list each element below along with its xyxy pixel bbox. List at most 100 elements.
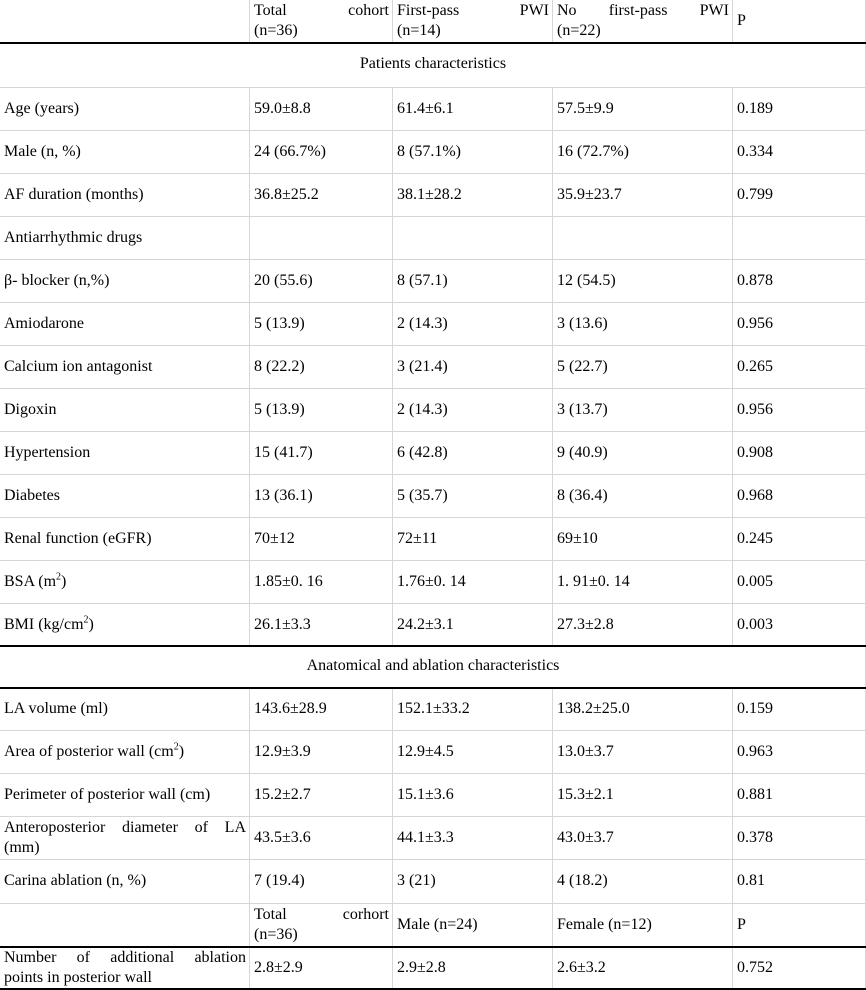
- label-text: ): [88, 616, 94, 633]
- label-text: Calcium ion antagonist: [4, 358, 153, 375]
- label-word: Number: [4, 949, 57, 966]
- cell-no-first-pass: 1. 91±0. 14: [557, 573, 630, 590]
- header-total-cohort-2: Total corhort (n=36): [250, 904, 392, 946]
- cell-no-first-pass: 69±10: [557, 530, 598, 547]
- col-divider: [732, 0, 733, 42]
- header-p: P: [737, 12, 746, 29]
- label-text: Area of posterior wall (cm: [4, 743, 174, 760]
- row-rule: [0, 859, 866, 860]
- row-label: Amiodarone: [0, 315, 249, 333]
- header-text: cohort: [348, 2, 389, 19]
- row-rule: [0, 302, 866, 303]
- table-row: Antiarrhythmic drugs: [0, 216, 866, 260]
- row-rule: [0, 130, 866, 131]
- col-divider: [392, 0, 393, 42]
- table-row: Age (years) 59.0±8.8 61.4±6.1 57.5±9.9 0.189: [0, 88, 866, 131]
- section-rule: [0, 687, 866, 689]
- header-text: PWI: [699, 2, 729, 19]
- table-row: Digoxin 5 (13.9) 2 (14.3) 3 (13.7) 0.956: [0, 388, 866, 432]
- row-label: BMI (kg/cm2): [0, 614, 249, 634]
- label-text: Carina ablation (n, %): [4, 872, 147, 889]
- table-row: AF duration (months) 36.8±25.2 38.1±28.2 35…: [0, 173, 866, 217]
- header-text: First-pass: [397, 2, 460, 19]
- label-text: Digoxin: [4, 401, 57, 418]
- table-row: BMI (kg/cm2) 26.1±3.3 24.2±3.1 27.3±2.8 0.00…: [0, 603, 866, 647]
- cell-male: 2.9±2.8: [397, 959, 446, 976]
- cell-first-pass: 6 (42.8): [397, 444, 448, 461]
- cell-total: 5 (13.9): [254, 401, 305, 418]
- cell-first-pass: 3 (21): [397, 872, 436, 889]
- header-text: (n=36): [254, 926, 298, 943]
- label-word: of: [76, 949, 90, 966]
- header-text: PWI: [519, 2, 549, 19]
- row-label: Carina ablation (n, %): [0, 872, 249, 890]
- cell-no-first-pass: 12 (54.5): [557, 272, 616, 289]
- row-rule: [0, 903, 866, 904]
- row-label: Renal function (eGFR): [0, 530, 249, 548]
- cell-total: 8 (22.2): [254, 358, 305, 375]
- row-label: BSA (m2): [0, 572, 249, 591]
- row-label: Calcium ion antagonist: [0, 358, 249, 376]
- col-divider: [249, 0, 250, 42]
- cell-no-first-pass: 43.0±3.7: [557, 829, 614, 846]
- header-text: (n=22): [557, 22, 601, 39]
- cell-p: 0.799: [737, 186, 773, 203]
- col-divider: [392, 88, 393, 646]
- header-p-2: P: [737, 916, 746, 933]
- table-row: β- blocker (n,%) 20 (55.6) 8 (57.1) 12 (54.…: [0, 259, 866, 303]
- table-row: Anteroposterior diameter of LA (mm) 43.5±3.6 4…: [0, 816, 866, 860]
- row-label: Digoxin: [0, 401, 249, 419]
- cell-first-pass: 61.4±6.1: [397, 100, 454, 117]
- cell-p: 0.334: [737, 143, 773, 160]
- row-rule: [0, 816, 866, 817]
- label-superscript: 2: [83, 614, 89, 626]
- table-row: LA volume (ml) 143.6±28.9 152.1±33.2 138.2±…: [0, 688, 866, 731]
- header-no-first-pass: No first-pass PWI (n=22): [553, 0, 732, 42]
- col-divider: [552, 0, 553, 42]
- cell-first-pass: 5 (35.7): [397, 487, 448, 504]
- cell-no-first-pass: 27.3±2.8: [557, 616, 614, 633]
- label-text: β- blocker (n,%): [4, 272, 110, 289]
- cell-p: 0.963: [737, 743, 773, 760]
- label-text: BMI (kg/cm: [4, 616, 84, 633]
- cell-total: 15.2±2.7: [254, 786, 311, 803]
- header-text: first-pass: [608, 2, 668, 19]
- table-row: Amiodarone 5 (13.9) 2 (14.3) 3 (13.6) 0.956: [0, 302, 866, 346]
- header-rule: [0, 946, 866, 948]
- cell-no-first-pass: 35.9±23.7: [557, 186, 622, 203]
- cell-total: 13 (36.1): [254, 487, 313, 504]
- label-text: Perimeter of posterior wall (cm): [4, 786, 211, 803]
- cell-p: 0.968: [737, 487, 773, 504]
- row-label: Male (n, %): [0, 143, 249, 161]
- header-female: Female (n=12): [557, 916, 652, 933]
- label-word: diameter: [122, 819, 178, 836]
- label-text: Amiodarone: [4, 315, 84, 332]
- table-row: Calcium ion antagonist 8 (22.2) 3 (21.4) 5 …: [0, 345, 866, 389]
- cell-total: 59.0±8.8: [254, 100, 311, 117]
- cell-first-pass: 2 (14.3): [397, 401, 448, 418]
- cell-no-first-pass: 57.5±9.9: [557, 100, 614, 117]
- label-text: AF duration (months): [4, 186, 144, 203]
- cell-total: 36.8±25.2: [254, 186, 319, 203]
- row-label: LA volume (ml): [0, 700, 249, 718]
- header-text: corhort: [342, 906, 389, 923]
- label-text: Diabetes: [4, 487, 60, 504]
- row-label: Hypertension: [0, 444, 249, 462]
- table-row: Hypertension 15 (41.7) 6 (42.8) 9 (40.9) 0.9…: [0, 431, 866, 475]
- cell-no-first-pass: 8 (36.4): [557, 487, 608, 504]
- col-divider: [249, 688, 250, 990]
- cell-no-first-pass: 4 (18.2): [557, 872, 608, 889]
- cell-p: 0.245: [737, 530, 773, 547]
- label-word: (mm): [4, 839, 40, 856]
- cell-p: 0.752: [737, 959, 773, 976]
- col-divider: [732, 688, 733, 990]
- header-total-cohort: Total cohort (n=36): [250, 0, 392, 42]
- table-row: BSA (m2) 1.85±0. 16 1.76±0. 14 1. 91±0. 14 0…: [0, 560, 866, 604]
- cell-total: 143.6±28.9: [254, 700, 327, 717]
- label-word: ablation: [194, 949, 246, 966]
- label-word: additional: [110, 949, 175, 966]
- cell-p: 0.956: [737, 401, 773, 418]
- cell-total: 5 (13.9): [254, 315, 305, 332]
- label-text: Renal function (eGFR): [4, 530, 152, 547]
- label-text: ): [178, 743, 185, 760]
